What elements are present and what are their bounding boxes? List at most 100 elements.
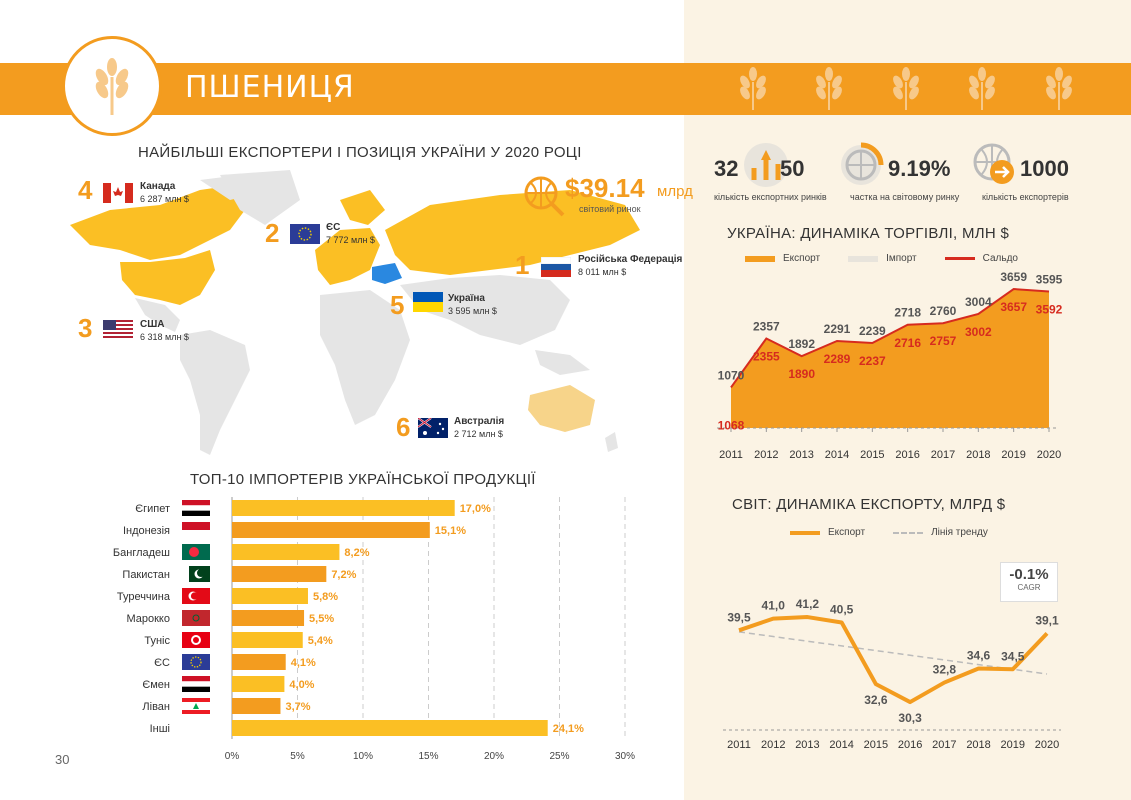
map-canada (70, 185, 245, 260)
x-tick-label: 2017 (932, 739, 956, 751)
rank-eu: 2 (265, 218, 280, 248)
balance-line (730, 288, 1050, 389)
bar (232, 500, 455, 516)
ukraine-trade-legend: Експорт Імпорт Сальдо (745, 253, 1046, 264)
page-number: 30 (55, 752, 70, 767)
exporter-australia: Австралія 2 712 млн $ (454, 415, 504, 440)
bar (232, 588, 308, 604)
category-label: Індонезія (123, 525, 170, 537)
legend-swatch (944, 257, 975, 260)
globe-search-icon (524, 176, 565, 217)
stat-share-label: частка на світовому ринку (850, 192, 960, 202)
exporter-value: 7 772 млн $ (326, 235, 375, 245)
export-value-label: 41,2 (796, 597, 820, 611)
balance-value-label: 2716 (894, 336, 921, 350)
importers-title: ТОП-10 ІМПОРТЕРІВ УКРАЇНСЬКОЇ ПРОДУКЦІЇ (190, 471, 536, 488)
bar (232, 632, 303, 648)
flag-icon (182, 610, 210, 626)
x-tick-label: 2019 (1001, 449, 1025, 461)
flag-icon (182, 698, 210, 714)
legend-swatch (893, 531, 924, 534)
x-tick-label: 2014 (829, 739, 853, 751)
x-tick-label: 2018 (966, 739, 990, 751)
map-australia (528, 385, 595, 432)
exporter-usa: США 6 318 млн $ (140, 318, 189, 343)
legend-balance: Сальдо (944, 253, 1018, 264)
rank-canada: 4 (78, 175, 93, 205)
export-value-label: 34,5 (1001, 649, 1025, 663)
cagr-box: -0.1% CAGR (1000, 562, 1058, 602)
category-label: ЄС (154, 657, 170, 669)
category-label: Ємен (142, 679, 170, 691)
exporter-russia: Російська Федерація 8 011 млн $ (578, 253, 682, 278)
growth-arrows-icon (744, 143, 788, 187)
flag-icon (182, 588, 210, 604)
globe-share-icon (841, 142, 884, 185)
map-ukraine (372, 263, 402, 284)
exporter-ukraine: Україна 3 595 млн $ (448, 292, 497, 317)
flag-usa-icon (103, 320, 133, 340)
x-tick-label: 2015 (860, 449, 884, 461)
x-tick-label: 30% (615, 751, 635, 762)
map-scandinavia (340, 190, 385, 225)
bar-value-label: 15,1% (435, 525, 466, 537)
legend-label: Експорт (783, 253, 821, 264)
bar (232, 698, 281, 714)
export-value-label: 3004 (965, 295, 992, 309)
globe-arrow-icon (973, 143, 1014, 184)
market-value: $39.14 (565, 173, 645, 203)
x-tick-label: 5% (290, 751, 305, 762)
x-tick-label: 20% (484, 751, 504, 762)
flag-icon (182, 676, 210, 692)
bar-value-label: 8,2% (344, 547, 369, 559)
x-tick-label: 2020 (1037, 449, 1061, 461)
x-tick-label: 0% (225, 751, 240, 762)
wheat-icon (892, 67, 919, 110)
flag-australia-icon (418, 418, 448, 438)
x-tick-label: 2011 (719, 449, 743, 461)
export-value-label: 39,1 (1035, 613, 1059, 627)
x-tick-label: 2013 (795, 739, 819, 751)
export-value-label: 2357 (753, 319, 780, 333)
exporter-value: 6 318 млн $ (140, 332, 189, 342)
export-value-label: 34,6 (967, 649, 991, 663)
flag-icon (182, 632, 210, 648)
flag-icon (182, 544, 210, 560)
world-export-chart: 2011 2012 2013 2014 2015 2016 2017 2018 2019 2020… (723, 597, 1061, 751)
legend-trend: Лінія тренду (893, 527, 988, 538)
stat-markets-label: кількість експортних ринків (714, 192, 827, 202)
x-tick-label: 2017 (931, 449, 955, 461)
bar-value-label: 17,0% (460, 503, 491, 515)
world-export-legend: Експорт Лінія тренду (790, 527, 1016, 538)
bar (232, 720, 548, 736)
x-tick-label: 10% (353, 751, 373, 762)
x-tick-label: 2012 (761, 739, 785, 751)
export-value-label: 2291 (824, 322, 851, 336)
importers-bar-chart: 0% 5% 10% 15% 20% 25% 30% Єгипет 17,0% Індонезія 1… (113, 497, 635, 762)
bar (232, 566, 327, 582)
wheat-icon (740, 67, 766, 110)
legend-label: Експорт (828, 527, 866, 538)
export-value-label: 2239 (859, 324, 886, 338)
export-value-label: 2760 (930, 304, 957, 318)
category-label: Марокко (126, 613, 170, 625)
header-banner (0, 63, 1131, 115)
x-tick-label: 25% (549, 751, 569, 762)
legend-label: Лінія тренду (931, 527, 988, 538)
wheat-icon (95, 58, 129, 115)
exporter-name: Австралія (454, 416, 505, 427)
bar (232, 676, 285, 692)
flag-icon (182, 654, 210, 670)
map-eu (315, 228, 380, 285)
category-label: Єгипет (135, 503, 170, 515)
exporter-value: 6 287 млн $ (140, 194, 189, 204)
bar (232, 522, 430, 538)
map-indonesia (535, 350, 590, 375)
balance-value-label: 3592 (1036, 303, 1063, 317)
x-tick-label: 15% (418, 751, 438, 762)
legend-swatch (790, 530, 820, 535)
rank-ukraine: 5 (390, 290, 405, 320)
category-label: Бангладеш (113, 547, 170, 559)
map-africa (320, 290, 410, 425)
flag-ukraine-icon (413, 292, 443, 312)
